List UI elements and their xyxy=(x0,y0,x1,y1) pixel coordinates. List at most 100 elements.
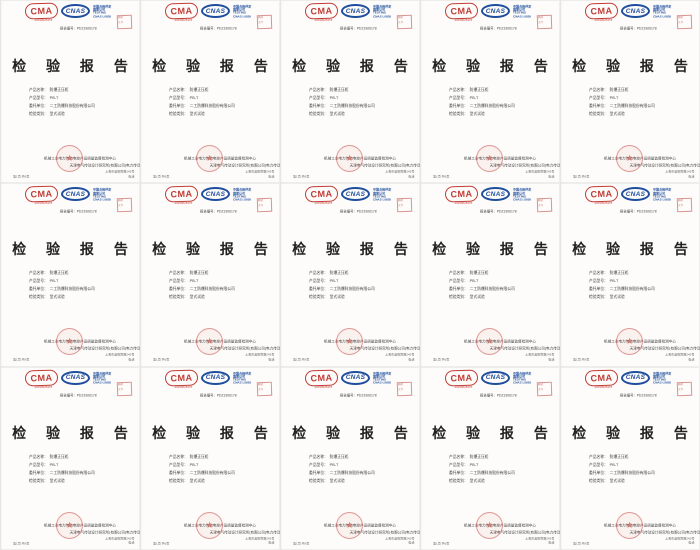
info-row-product-name: 产品名称： 防爆正压柜 xyxy=(29,454,139,463)
stamp-text: 受控 xyxy=(677,199,684,203)
phone-line: 电话 xyxy=(127,174,134,178)
info-label: 检验类别： xyxy=(449,294,468,300)
report-cover-page-thumbnail[interactable]: CMA 2015002547Z CNAS 中国合格评定 国家认可 TESTING… xyxy=(560,183,700,367)
cnas-line: TESTING xyxy=(373,377,387,382)
cnas-line: TESTING xyxy=(233,194,247,198)
report-cover-page-thumbnail[interactable]: CMA 2015002547Z CNAS 中国合格评定 国家认可 TESTING… xyxy=(280,0,420,184)
report-cover-page-thumbnail[interactable]: CMA 2015002547Z CNAS 中国合格评定 国家认可 TESTING… xyxy=(280,183,420,367)
info-label: 产品型号： xyxy=(29,462,48,467)
info-row-product-model: 产品型号： PB-T xyxy=(309,96,419,104)
address-line: 上海市襄阳南路245号 xyxy=(664,536,694,540)
controlled-copy-stamp-icon: 受控 文件 xyxy=(396,14,413,30)
report-number: 报告编号：PDZ1906178 xyxy=(620,26,657,31)
report-title: 检 验 报 告 xyxy=(12,58,136,74)
stamp-text: 文件 xyxy=(677,204,684,208)
cnas-line: 国家认可 xyxy=(93,7,106,12)
info-row-product-name: 产品名称： 防爆正压柜 xyxy=(169,88,279,96)
product-info-block: 产品名称： 防爆正压柜 产品型号： PB-T 委托单位： 二工防爆科技股份有限公… xyxy=(29,88,139,120)
report-cover-page-thumbnail[interactable]: CMA 2015002547Z CNAS 中国合格评定 国家认可 TESTING… xyxy=(0,0,140,184)
cnas-line: TESTING xyxy=(93,377,107,382)
stamp-text: 受控 xyxy=(397,382,404,386)
controlled-copy-stamp-icon: 受控 文件 xyxy=(536,14,553,30)
info-row-client: 委托单位： 二工防爆科技股份有限公司 xyxy=(309,287,419,295)
testing-center-line-2: 天津电气传动设计研究所(有限公司)电力传动电控产品质量监督检测中心 xyxy=(349,163,420,168)
info-label: 产品型号： xyxy=(449,462,468,467)
page-number-note: 第1页 共6页 xyxy=(433,174,450,179)
cnas-line: 中国合格评定 xyxy=(373,4,392,9)
cma-accreditation-mark: CMA 2015002547Z xyxy=(443,2,479,26)
info-label: 产品型号： xyxy=(29,278,48,284)
cma-logo-icon: CMA xyxy=(164,2,198,20)
cnas-mark-text: 中国合格评定 国家认可 TESTING CNAS L0855 xyxy=(373,187,420,201)
cnas-line: 中国合格评定 xyxy=(653,371,672,375)
report-cover-page-thumbnail[interactable]: CMA 2015002547Z CNAS 中国合格评定 国家认可 TESTING… xyxy=(0,366,140,550)
info-row-test-category: 检验类别： 型式试验 xyxy=(589,112,699,120)
report-cover-page-thumbnail[interactable]: CMA 2015002547Z CNAS 中国合格评定 国家认可 TESTING… xyxy=(560,0,700,184)
cnas-line: TESTING xyxy=(513,10,527,15)
cnas-mark-text: 中国合格评定 国家认可 TESTING CNAS L0855 xyxy=(653,371,700,385)
report-number: 报告编号：PDZ1906178 xyxy=(480,209,517,214)
report-cover-page-thumbnail[interactable]: CMA 2015002547Z CNAS 中国合格评定 国家认可 TESTING… xyxy=(140,183,280,367)
info-row-product-model: 产品型号： PB-T xyxy=(449,279,559,287)
report-cover-page-thumbnail[interactable]: CMA 2015002547Z CNAS 中国合格评定 国家认可 TESTING… xyxy=(140,0,280,184)
cnas-line: CNAS L0855 xyxy=(373,380,392,385)
cnas-mark-text: 中国合格评定 国家认可 TESTING CNAS L0855 xyxy=(233,187,280,201)
stamp-text: 受控 xyxy=(117,199,124,203)
phone-line: 电话 xyxy=(267,174,274,178)
cnas-line: CNAS L0855 xyxy=(373,197,392,201)
cnas-mark-text: 中国合格评定 国家认可 TESTING CNAS L0855 xyxy=(513,4,560,18)
report-cover-page-thumbnail[interactable]: CMA 2015002547Z CNAS 中国合格评定 国家认可 TESTING… xyxy=(420,183,560,367)
cnas-line: 中国合格评定 xyxy=(233,371,252,375)
cnas-logo-icon: CNAS xyxy=(481,370,510,385)
cnas-accreditation-mark: CNAS 中国合格评定 国家认可 TESTING CNAS L0855 xyxy=(61,4,140,18)
info-row-product-model: 产品型号： PB-T xyxy=(449,462,559,471)
info-value: 二工防爆科技股份有限公司 xyxy=(329,470,375,475)
cnas-line: 中国合格评定 xyxy=(93,187,112,192)
report-cover-page-thumbnail[interactable]: CMA 2015002547Z CNAS 中国合格评定 国家认可 TESTING… xyxy=(140,366,280,550)
report-number: 报告编号：PDZ1906178 xyxy=(200,393,237,398)
phone-line: 电话 xyxy=(547,174,554,178)
cnas-line: 中国合格评定 xyxy=(653,4,672,9)
phone-line: 电话 xyxy=(407,357,414,361)
report-cover-page-thumbnail[interactable]: CMA 2015002547Z CNAS 中国合格评定 国家认可 TESTING… xyxy=(0,183,140,367)
page-number-note: 第1页 共6页 xyxy=(293,174,310,179)
info-value: 防爆正压柜 xyxy=(49,87,69,92)
cnas-line: TESTING xyxy=(373,10,387,15)
info-label: 产品型号： xyxy=(169,462,188,467)
phone-line: 电话 xyxy=(407,174,414,178)
report-cover-page-thumbnail[interactable]: CMA 2015002547Z CNAS 中国合格评定 国家认可 TESTING… xyxy=(280,366,420,550)
stamp-text: 文件 xyxy=(117,387,124,391)
info-row-product-name: 产品名称： 防爆正压柜 xyxy=(449,454,559,463)
testing-center-line-2: 天津电气传动设计研究所(有限公司)电力传动电控产品质量监督检测中心 xyxy=(209,163,280,168)
official-seal-icon: ★ xyxy=(616,328,643,356)
cma-certificate-number: 2015002547Z xyxy=(34,385,53,389)
page-number-note: 第1页 共6页 xyxy=(153,541,170,545)
info-row-product-model: 产品型号： PB-T xyxy=(309,462,419,471)
stamp-text: 受控 xyxy=(117,382,124,386)
info-label: 检验类别： xyxy=(309,294,328,300)
cnas-line: CNAS L0855 xyxy=(513,197,532,201)
info-label: 委托单位： xyxy=(449,470,468,475)
cnas-line: 国家认可 xyxy=(373,7,386,12)
info-label: 产品型号： xyxy=(589,278,608,284)
address-note: 上海市襄阳南路245号 电话 xyxy=(197,353,274,362)
cnas-line: TESTING xyxy=(653,10,667,15)
testing-center-line-2: 天津电气传动设计研究所(有限公司)电力传动电控产品质量监督检测中心 xyxy=(349,346,420,351)
info-label: 委托单位： xyxy=(29,470,48,475)
report-cover-page-thumbnail[interactable]: CMA 2015002547Z CNAS 中国合格评定 国家认可 TESTING… xyxy=(560,366,700,550)
report-cover-page-thumbnail[interactable]: CMA 2015002547Z CNAS 中国合格评定 国家认可 TESTING… xyxy=(420,0,560,184)
report-cover-page-thumbnail[interactable]: CMA 2015002547Z CNAS 中国合格评定 国家认可 TESTING… xyxy=(420,366,560,550)
info-row-client: 委托单位： 二工防爆科技股份有限公司 xyxy=(449,287,559,295)
report-title: 检 验 报 告 xyxy=(12,241,136,258)
cnas-line: 国家认可 xyxy=(513,191,526,195)
info-value: PB-T xyxy=(609,278,619,284)
cnas-mark-text: 中国合格评定 国家认可 TESTING CNAS L0855 xyxy=(373,4,420,18)
testing-center-line-2: 天津电气传动设计研究所(有限公司)电力传动电控产品质量监督检测中心 xyxy=(69,163,140,168)
cnas-accreditation-mark: CNAS 中国合格评定 国家认可 TESTING CNAS L0855 xyxy=(481,187,560,202)
cma-certificate-number: 2015002547Z xyxy=(314,201,333,206)
info-value: PB-T xyxy=(609,462,619,467)
address-line: 上海市襄阳南路245号 xyxy=(244,536,274,540)
address-line: 上海市襄阳南路245号 xyxy=(524,169,554,174)
controlled-copy-stamp-icon: 受控 文件 xyxy=(116,381,133,396)
controlled-copy-stamp-icon: 受控 文件 xyxy=(536,198,553,213)
